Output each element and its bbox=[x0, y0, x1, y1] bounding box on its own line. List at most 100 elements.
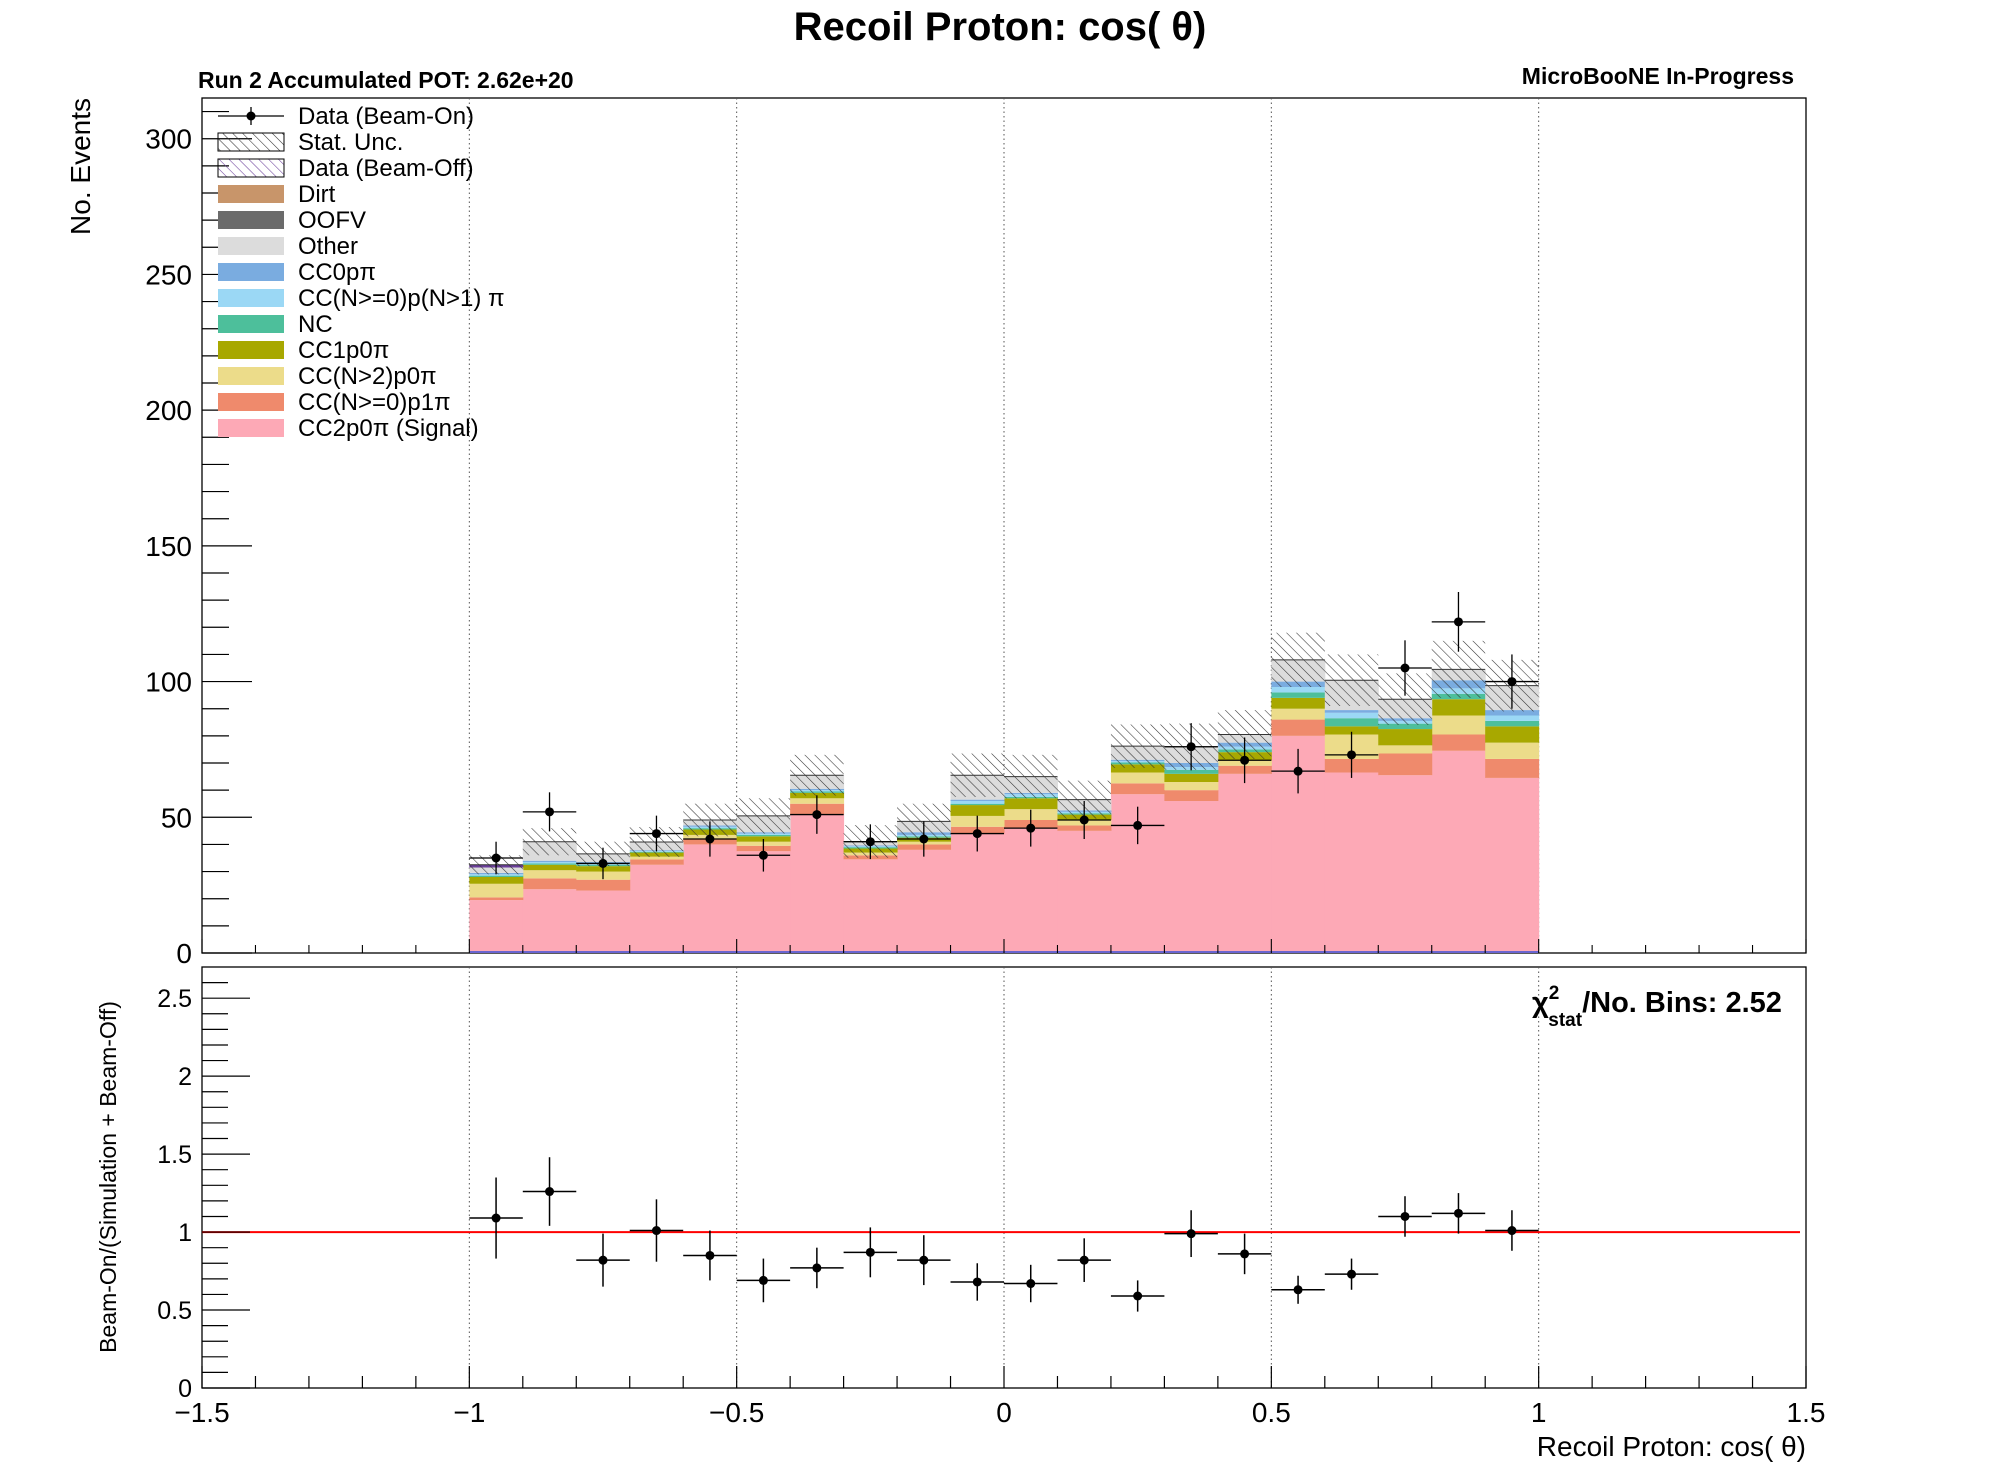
stack-bar bbox=[629, 859, 684, 865]
stack-bar bbox=[736, 833, 791, 835]
legend-swatch bbox=[218, 419, 284, 437]
legend: Data (Beam-On)Stat. Unc.Data (Beam-Off)D… bbox=[217, 103, 505, 442]
y-axis-label-bottom: Beam-On/(Simulation + Beam-Off) bbox=[95, 1001, 121, 1353]
y-tick-label: 0 bbox=[176, 938, 192, 969]
legend-label: OOFV bbox=[298, 207, 366, 234]
stack-bar bbox=[1324, 712, 1379, 719]
stack-bar bbox=[790, 814, 845, 953]
y-tick-label: 200 bbox=[145, 395, 192, 426]
stack-bar bbox=[1485, 742, 1540, 759]
legend-swatch bbox=[218, 289, 284, 307]
data-point bbox=[651, 829, 661, 839]
y-tick-label: 100 bbox=[145, 667, 192, 698]
legend-label: Data (Beam-Off) bbox=[298, 155, 474, 182]
stack-bar bbox=[522, 864, 577, 871]
stack-bar bbox=[469, 897, 524, 901]
stack-bar bbox=[1485, 715, 1540, 721]
stack-bar bbox=[1485, 777, 1540, 953]
stack-bar bbox=[522, 889, 577, 953]
stack-bar bbox=[950, 801, 1005, 804]
data-point bbox=[705, 834, 715, 844]
legend-swatch bbox=[218, 211, 284, 229]
legend-swatch bbox=[217, 132, 285, 152]
stack-bar bbox=[1271, 708, 1326, 720]
ratio-point bbox=[1186, 1229, 1196, 1239]
ratio-data-points bbox=[469, 1157, 1539, 1312]
ratio-point bbox=[598, 1255, 608, 1265]
stack-bar bbox=[1164, 801, 1219, 953]
stack-bar bbox=[950, 833, 1005, 953]
legend-label: Data (Beam-On) bbox=[298, 103, 474, 130]
data-point bbox=[1133, 820, 1143, 830]
stack-bar bbox=[1004, 828, 1058, 953]
x-tick-label: −0.5 bbox=[709, 1397, 764, 1428]
top-y-axis: 0 50 100 150 200 250 300 bbox=[145, 110, 1807, 969]
stack-bar bbox=[629, 856, 684, 860]
y-tick-label: 300 bbox=[145, 124, 192, 155]
ratio-y-tick-label: 2 bbox=[178, 1063, 192, 1091]
ratio-y-tick-label: 2.5 bbox=[157, 985, 192, 1013]
legend-swatch bbox=[218, 393, 284, 411]
stack-bar bbox=[1485, 758, 1540, 778]
stack-bar bbox=[1324, 718, 1379, 727]
legend-label: NC bbox=[298, 311, 333, 338]
stack-bar bbox=[1271, 687, 1326, 693]
ratio-point bbox=[1293, 1285, 1303, 1295]
stack-bar bbox=[576, 879, 631, 891]
x-tick-label: −1 bbox=[453, 1397, 485, 1428]
stack-bar bbox=[522, 862, 577, 864]
stack-bar bbox=[1485, 720, 1540, 727]
data-point bbox=[598, 858, 608, 868]
bottom-gridlines bbox=[468, 967, 1540, 1388]
legend-label: Stat. Unc. bbox=[298, 129, 403, 156]
stack-bar bbox=[629, 864, 684, 953]
beam-on-data-points bbox=[469, 592, 1539, 880]
ratio-y-tick-label: 1 bbox=[178, 1219, 192, 1247]
stack-bar bbox=[1004, 798, 1058, 810]
chart-title: Recoil Proton: cos( θ) bbox=[794, 5, 1207, 49]
x-axis-label: Recoil Proton: cos( θ) bbox=[1537, 1431, 1806, 1462]
data-point bbox=[1347, 750, 1357, 760]
stack-bar bbox=[469, 877, 524, 884]
data-point bbox=[1079, 815, 1089, 825]
ratio-y-tick-label: 1.5 bbox=[157, 1141, 192, 1169]
stack-bar bbox=[1378, 775, 1433, 953]
stack-bar bbox=[1164, 769, 1219, 774]
stack-bar bbox=[1378, 729, 1433, 746]
stack-bar bbox=[950, 805, 1005, 816]
stack-bar bbox=[1485, 726, 1540, 743]
ratio-point bbox=[1400, 1211, 1410, 1221]
stack-bar bbox=[1057, 830, 1112, 953]
legend-swatch bbox=[218, 341, 284, 359]
x-tick-label: 1.5 bbox=[1787, 1397, 1826, 1428]
stack-bar bbox=[1431, 699, 1486, 716]
chi2-annotation: χ2 stat/No. Bins: 2.52 bbox=[1532, 983, 1782, 1031]
data-point bbox=[919, 834, 929, 844]
legend-label: CC0pπ bbox=[298, 259, 376, 286]
x-tick-label: 0 bbox=[996, 1397, 1012, 1428]
stack-bar bbox=[1378, 745, 1433, 754]
ratio-point bbox=[545, 1187, 555, 1197]
collab-label: MicroBooNE In-Progress bbox=[1522, 63, 1794, 89]
legend-label: CC2p0π (Signal) bbox=[298, 415, 479, 442]
stack-bar bbox=[1110, 783, 1165, 795]
legend-swatch bbox=[218, 185, 284, 203]
chi2-value: /No. Bins: 2.52 bbox=[1582, 987, 1782, 1019]
stack-bar bbox=[1110, 764, 1165, 773]
stack-bar bbox=[1485, 710, 1540, 716]
stack-bar bbox=[522, 870, 577, 879]
legend-label: CC1p0π bbox=[298, 337, 389, 364]
legend-swatch bbox=[217, 158, 285, 178]
ratio-point bbox=[919, 1255, 929, 1265]
chi2-symbol: χ bbox=[1532, 987, 1549, 1019]
pot-subtitle: Run 2 Accumulated POT: 2.62e+20 bbox=[198, 67, 574, 93]
ratio-point bbox=[1240, 1249, 1250, 1259]
legend-swatch bbox=[218, 263, 284, 281]
x-tick-label: 0.5 bbox=[1252, 1397, 1291, 1428]
data-point bbox=[1240, 755, 1250, 765]
legend-label: CC(N>=0)p1π bbox=[298, 389, 451, 416]
stack-bar bbox=[1271, 697, 1326, 709]
legend-swatch bbox=[218, 367, 284, 385]
x-tick-label: 1 bbox=[1531, 1397, 1547, 1428]
